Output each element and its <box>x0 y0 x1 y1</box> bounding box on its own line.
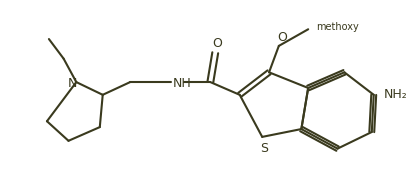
Text: methoxy: methoxy <box>315 22 358 32</box>
Text: O: O <box>212 37 222 50</box>
Text: O: O <box>276 31 286 44</box>
Text: NH: NH <box>173 77 191 90</box>
Text: N: N <box>67 77 77 90</box>
Text: NH₂: NH₂ <box>382 88 406 101</box>
Text: S: S <box>260 142 267 155</box>
